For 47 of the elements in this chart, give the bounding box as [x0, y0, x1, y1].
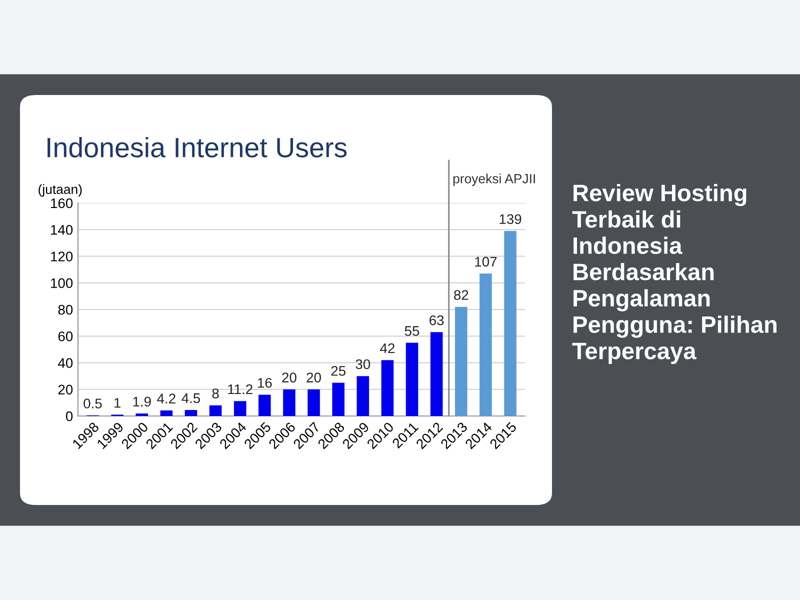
- bar: [308, 389, 320, 416]
- bar: [480, 274, 492, 416]
- bar: [258, 394, 271, 416]
- data-label: 25: [331, 366, 346, 376]
- data-label: 16: [258, 378, 272, 388]
- data-label: 107: [475, 256, 497, 267]
- data-label: 4.5: [182, 393, 200, 404]
- y-tick-label: 100: [51, 278, 73, 288]
- data-label: 42: [380, 343, 394, 354]
- bar: [209, 405, 222, 416]
- y-tick-label: 20: [58, 384, 73, 395]
- chart-title: Indonesia Internet Users: [48, 137, 347, 158]
- bar: [356, 376, 370, 416]
- data-label: 1: [114, 398, 120, 408]
- bar: [430, 332, 443, 416]
- data-label: 11.2: [228, 384, 252, 394]
- data-label: 63: [430, 315, 444, 326]
- bar: [332, 382, 344, 416]
- y-tick-label: 60: [58, 331, 73, 342]
- y-tick-label: 0: [66, 411, 73, 422]
- data-label: 30: [356, 359, 370, 370]
- y-axis-title: (jutaan): [38, 184, 82, 197]
- data-label: 139: [500, 214, 522, 224]
- y-tick-label: 140: [51, 224, 73, 235]
- data-label: 8: [212, 388, 219, 398]
- text: Review Hosting Terbaik di Indonesia Berdasarkan Pengalaman Pengguna: Pilihan Terpercaya: [572, 184, 776, 364]
- y-tick-label: 80: [58, 304, 73, 315]
- bar: [381, 360, 394, 416]
- bar: [160, 410, 173, 416]
- y-tick-label: 120: [51, 252, 73, 262]
- data-label: 20: [282, 372, 296, 382]
- bar: [184, 410, 198, 416]
- ref-line-label: proyeksi APJII: [453, 174, 535, 186]
- data-label: 82: [454, 290, 468, 300]
- data-label: 0.5: [84, 398, 102, 408]
- data-label: 55: [404, 326, 420, 336]
- bar: [283, 389, 296, 416]
- bar: [234, 401, 246, 416]
- bar: [455, 306, 468, 416]
- y-tick-label: 40: [58, 358, 73, 368]
- bar: [406, 342, 418, 416]
- data-label: 4.2: [157, 394, 176, 404]
- data-label: 20: [306, 372, 321, 382]
- data-label: 1.9: [133, 396, 151, 407]
- bar: [136, 413, 148, 416]
- bar: [504, 230, 516, 416]
- y-tick-label: 160: [51, 198, 73, 208]
